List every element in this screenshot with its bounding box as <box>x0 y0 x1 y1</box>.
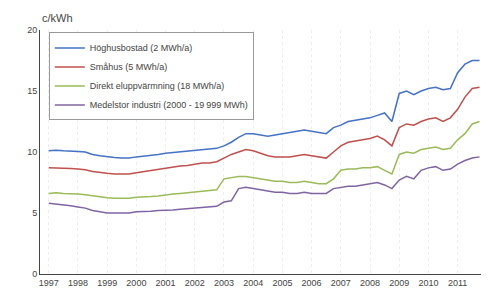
svg-text:2010: 2010 <box>418 278 438 288</box>
svg-text:2006: 2006 <box>302 278 322 288</box>
svg-text:2000: 2000 <box>126 278 146 288</box>
svg-text:2007: 2007 <box>331 278 351 288</box>
svg-text:1998: 1998 <box>68 278 88 288</box>
svg-text:Höghusbostad (2 MWh/a): Höghusbostad (2 MWh/a) <box>90 43 193 53</box>
svg-text:2001: 2001 <box>156 278 176 288</box>
svg-text:Medelstor industri (2000 - 19: Medelstor industri (2000 - 19 999 MWh) <box>90 100 248 110</box>
svg-text:2008: 2008 <box>360 278 380 288</box>
svg-text:10: 10 <box>27 147 37 157</box>
svg-text:1999: 1999 <box>97 278 117 288</box>
svg-text:Direkt eluppvärmning (18 MWh/a: Direkt eluppvärmning (18 MWh/a) <box>90 81 225 91</box>
svg-text:2005: 2005 <box>272 278 292 288</box>
svg-text:c/kWh: c/kWh <box>42 12 73 24</box>
svg-text:0: 0 <box>32 269 37 279</box>
svg-text:1997: 1997 <box>39 278 59 288</box>
svg-text:2009: 2009 <box>389 278 409 288</box>
svg-text:2004: 2004 <box>243 278 263 288</box>
svg-text:20: 20 <box>27 25 37 35</box>
svg-text:Småhus (5 MWh/a): Småhus (5 MWh/a) <box>90 62 168 72</box>
svg-text:2002: 2002 <box>185 278 205 288</box>
svg-text:5: 5 <box>32 208 37 218</box>
svg-text:15: 15 <box>27 86 37 96</box>
svg-text:2011: 2011 <box>448 278 467 288</box>
svg-text:2003: 2003 <box>214 278 234 288</box>
